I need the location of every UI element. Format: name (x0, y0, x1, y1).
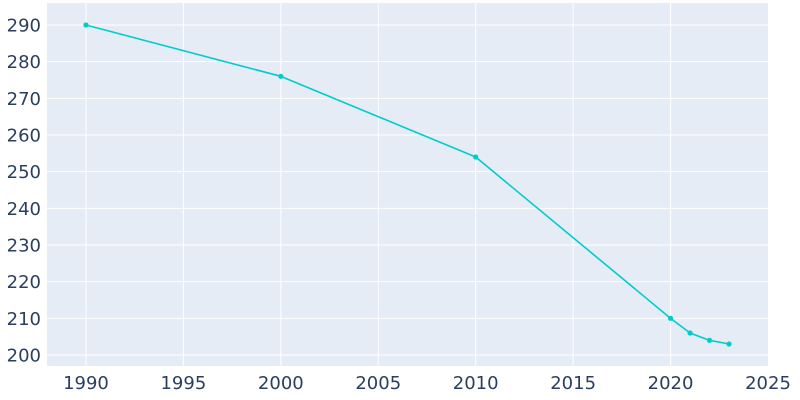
y-tick-label: 290 (7, 16, 41, 37)
x-tick-label: 1995 (160, 373, 206, 394)
x-tick-label: 2015 (550, 373, 596, 394)
x-tick-label: 1990 (63, 373, 109, 394)
y-tick-label: 210 (7, 309, 41, 330)
x-tick-label: 2020 (648, 373, 694, 394)
x-tick-label: 2005 (355, 373, 401, 394)
y-tick-label: 250 (7, 162, 41, 183)
y-tick-label: 270 (7, 89, 41, 110)
data-point[interactable] (667, 315, 674, 321)
data-point[interactable] (83, 22, 89, 28)
x-tick-label: 2000 (258, 373, 304, 394)
data-point[interactable] (278, 73, 284, 79)
data-point[interactable] (726, 341, 732, 347)
grid-lines (47, 3, 768, 366)
data-point[interactable] (687, 330, 693, 336)
series-layer (83, 22, 732, 347)
data-point[interactable] (706, 337, 713, 343)
data-point[interactable] (473, 154, 479, 160)
x-tick-label: 2010 (453, 373, 499, 394)
y-tick-label: 200 (7, 346, 41, 367)
tick-labels: 1990 1995 2000 2005 2010 2015 2020 2025 200 210 22… (7, 16, 791, 395)
y-tick-label: 260 (7, 126, 41, 147)
y-tick-label: 220 (7, 272, 41, 293)
y-tick-label: 230 (7, 236, 41, 257)
x-tick-label: 2025 (745, 373, 791, 394)
plot-area (47, 3, 768, 366)
y-tick-label: 240 (7, 199, 41, 220)
y-tick-label: 280 (7, 52, 41, 73)
